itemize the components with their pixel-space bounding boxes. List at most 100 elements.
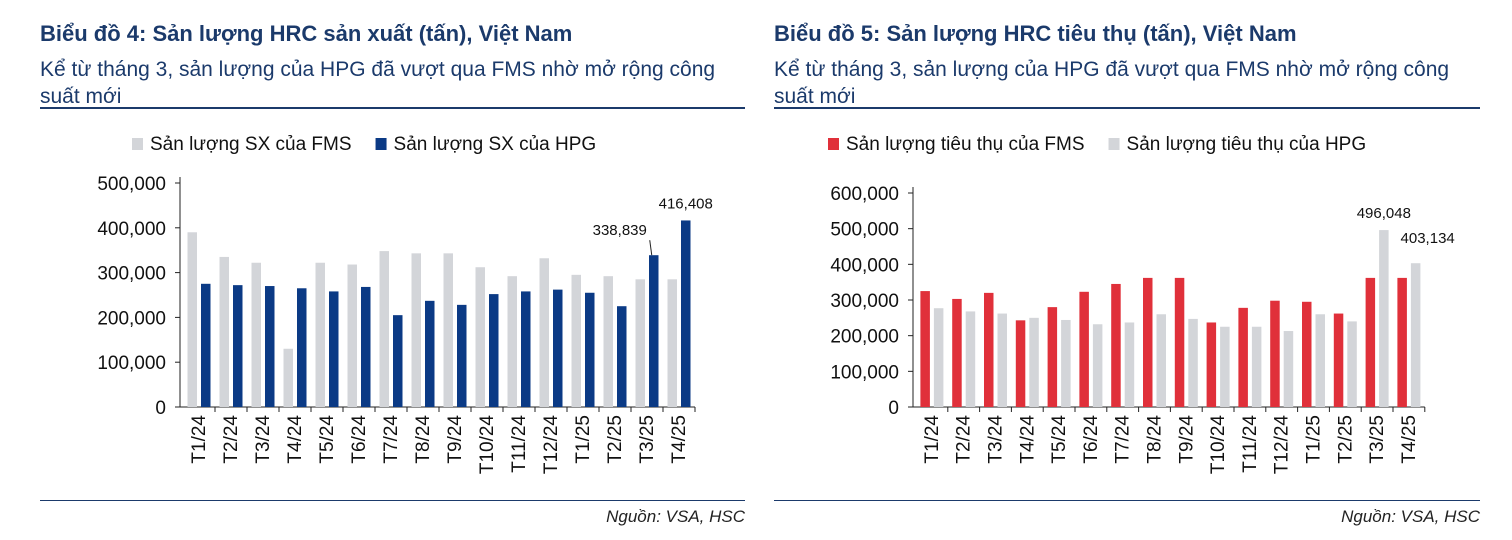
header-divider [774,107,1480,109]
legend-label: Sản lượng SX của HPG [394,134,597,155]
consumption-bar-chart: Sản lượng tiêu thụ của FMS Sản lượng tiêu… [828,134,1455,475]
bar [1251,326,1262,407]
bar [1015,320,1026,407]
y-tick-label: 400,000 [830,255,899,276]
x-tick-label: T4/25 [669,415,690,464]
y-tick-label: 400,000 [97,219,166,240]
data-label: 416,408 [659,195,713,212]
bar [920,291,930,407]
bar [1302,301,1312,407]
x-tick-label: T12/24 [1272,415,1293,475]
y-tick-label: 200,000 [97,308,166,329]
x-tick-label: T4/25 [1399,415,1420,464]
y-tick-label: 300,000 [830,291,899,312]
x-tick-label: T10/24 [477,415,498,475]
x-tick-label: T9/24 [445,415,466,464]
bar [251,262,261,407]
bar [539,258,549,407]
x-tick-label: T12/24 [541,415,562,475]
bar [443,253,453,407]
bar [393,315,403,407]
x-tick-label: T5/24 [317,415,338,464]
bar [187,232,197,407]
legend-swatch [828,138,839,150]
x-tick-label: T2/24 [954,415,975,464]
bar [1365,277,1376,407]
bar [329,291,339,407]
data-label: 496,048 [1357,205,1411,222]
bar [603,276,613,407]
x-tick-label: T2/24 [221,415,242,464]
y-tick-label: 500,000 [97,174,166,195]
bar [1124,322,1135,407]
x-tick-label: T2/25 [605,415,626,464]
footer-divider [40,500,745,501]
chart-title: Biểu đồ 5: Sản lượng HRC tiêu thụ (tấn),… [774,21,1297,46]
bar [681,220,691,407]
chart-panel-consumption: Biểu đồ 5: Sản lượng HRC tiêu thụ (tấn),… [774,0,1480,540]
bar [1061,319,1071,407]
bar [425,300,435,407]
x-tick-label: T10/24 [1208,415,1229,475]
x-tick-label: T6/24 [349,415,370,464]
bar [617,306,627,407]
bar [1397,277,1407,407]
footer-divider [774,500,1480,501]
bar [1047,307,1058,407]
bar [1143,277,1153,407]
bar [219,256,229,407]
x-tick-label: T11/24 [509,415,530,473]
x-tick-label: T4/24 [1017,415,1038,464]
x-tick-label: T3/24 [253,415,274,464]
source-note: Nguồn: VSA, HSC [1341,507,1480,526]
bar [952,298,962,407]
x-tick-label: T3/25 [637,415,658,464]
bar [1220,326,1230,407]
bar [1029,317,1039,407]
y-tick-label: 100,000 [97,353,166,374]
x-tick-label: T11/24 [1240,415,1261,473]
x-tick-label: T9/24 [1176,415,1197,464]
bar [571,274,581,407]
x-tick-label: T1/24 [189,415,210,464]
y-tick-label: 500,000 [830,220,899,241]
y-tick-label: 300,000 [97,264,166,285]
y-tick-label: 100,000 [830,362,899,383]
bar [507,276,517,407]
bar [1092,324,1103,407]
production-bar-chart: Sản lượng SX của FMS Sản lượng SX của HPG… [97,134,713,475]
annotation-leader [649,240,653,256]
chart-subtitle: Kể từ tháng 3, sản lượng của HPG đã vượt… [774,58,1450,108]
x-tick-label: T3/24 [986,415,1007,464]
bar [585,292,595,407]
bar [489,294,499,407]
bar [1238,307,1248,407]
legend-label: Sản lượng tiêu thụ của HPG [1127,134,1367,155]
y-tick-label: 0 [155,398,166,419]
bar [315,262,325,407]
bar [297,288,307,407]
data-label: 338,839 [593,222,647,239]
x-tick-label: T5/24 [1049,415,1070,464]
bar [1206,322,1217,407]
x-tick-label: T3/25 [1367,415,1388,464]
bar [457,304,467,407]
bar [1315,314,1325,407]
legend-swatch [132,138,143,150]
chart-panel-production: Biểu đồ 4: Sản lượng HRC sản xuất (tấn),… [40,0,745,540]
x-tick-label: T8/24 [413,415,434,464]
x-tick-label: T1/24 [922,415,943,464]
bar [1410,263,1421,407]
bar [283,348,293,407]
bar [1270,300,1280,407]
y-tick-label: 600,000 [830,184,899,205]
bar [521,291,531,407]
bar [1111,283,1121,407]
x-tick-label: T7/24 [1113,415,1134,464]
x-tick-label: T1/25 [1304,415,1325,464]
bar [1347,321,1357,407]
x-tick-label: T1/25 [573,415,594,464]
bar [233,285,243,407]
bar [1174,277,1185,407]
chart-title: Biểu đồ 4: Sản lượng HRC sản xuất (tấn),… [40,21,573,46]
